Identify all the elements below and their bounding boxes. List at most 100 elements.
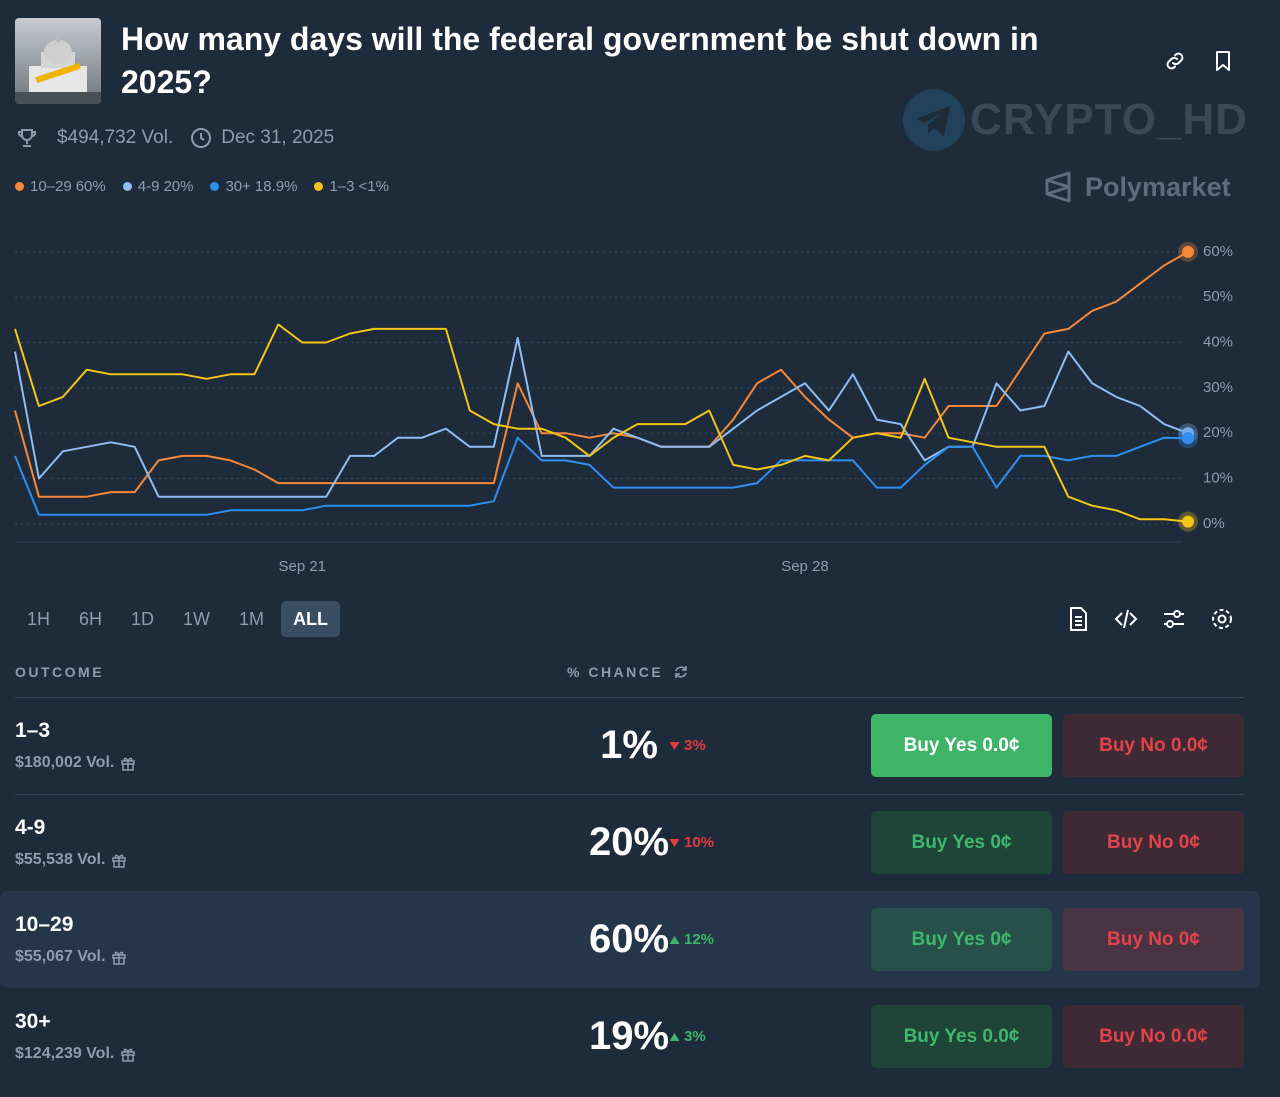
buy-no-button[interactable]: Buy No 0¢ — [1063, 811, 1244, 874]
legend-value: 20% — [163, 178, 194, 195]
outcome-chance: 1% — [600, 723, 658, 767]
outcome-volume-text: $180,002 Vol. — [15, 754, 115, 771]
legend-item: 30+ 18.9% — [210, 178, 297, 195]
trophy-icon — [17, 129, 37, 147]
time-range-tabs: 1H 6H 1D 1W 1M ALL — [15, 601, 345, 637]
outcome-change-text: 3% — [684, 1028, 706, 1045]
outcome-row: 30+ $124,239 Vol. 19% 3% Buy Yes 0.0¢ Buy No … — [0, 988, 1260, 1085]
brand: Polymarket — [1043, 170, 1231, 204]
gift-icon — [121, 1048, 136, 1062]
outcome-name: 4-9 — [15, 816, 46, 839]
outcome-name: 1–3 — [15, 719, 51, 742]
settings-icon[interactable] — [1210, 606, 1234, 632]
document-icon[interactable] — [1066, 606, 1090, 632]
y-tick-label: 30% — [1203, 379, 1233, 396]
outcome-volume: $55,538 Vol. — [15, 851, 127, 869]
outcome-row: 4-9 $55,538 Vol. 20% 10% Buy Yes 0¢ Buy No 0¢ — [0, 794, 1260, 891]
legend-item: 1–3 <1% — [314, 178, 389, 195]
chart: 0% 10% 20% 30% 40% 50% 60% Sep 21 Sep 28 — [14, 241, 1233, 575]
series-line — [14, 436, 1189, 516]
refresh-icon[interactable] — [673, 664, 689, 680]
time-range-button[interactable]: 1W — [183, 609, 211, 629]
legend-name: 4-9 — [137, 178, 160, 195]
end-dot — [1182, 245, 1194, 258]
y-tick-label: 10% — [1203, 470, 1233, 487]
x-tick-label: Sep 28 — [781, 558, 829, 575]
outcome-change: 12% — [669, 931, 714, 948]
y-tick-label: 0% — [1203, 515, 1225, 532]
series-line — [14, 337, 1189, 498]
y-tick-label: 50% — [1203, 288, 1233, 305]
market-title: How many days will the federal governmen… — [121, 21, 1039, 100]
time-range-button[interactable]: ALL — [281, 601, 341, 637]
series-line — [14, 323, 1189, 523]
outcome-name: 10–29 — [15, 913, 74, 936]
buy-yes-button[interactable]: Buy Yes 0.0¢ — [871, 714, 1052, 777]
outcome-change: 10% — [669, 834, 714, 851]
clock-icon — [191, 128, 212, 148]
outcome-change-text: 3% — [684, 737, 706, 754]
buy-no-button[interactable]: Buy No 0¢ — [1063, 908, 1244, 971]
outcome-chance: 20% — [588, 820, 670, 864]
y-tick-label: 60% — [1203, 243, 1233, 260]
gift-icon — [121, 757, 136, 771]
row-separator — [15, 794, 1244, 795]
gift-icon — [112, 854, 127, 868]
time-range-button[interactable]: 1M — [239, 609, 265, 629]
legend-name: 10–29 — [30, 178, 72, 195]
outcome-row: 10–29 $55,067 Vol. 60% 12% Buy Yes 0¢ Buy No … — [0, 891, 1260, 988]
outcome-volume-text: $55,067 Vol. — [15, 948, 106, 965]
watermark-text: CRYPTO_HD — [970, 95, 1248, 144]
outcome-volume: $55,067 Vol. — [15, 948, 127, 966]
end-dot — [1182, 432, 1194, 445]
market-end-date: Dec 31, 2025 — [221, 127, 335, 148]
legend-swatch — [210, 182, 220, 191]
capitol-image — [15, 32, 101, 104]
time-range-button[interactable]: 1H — [27, 609, 51, 629]
chart-tools — [1066, 606, 1234, 632]
buy-yes-button[interactable]: Buy Yes 0¢ — [871, 811, 1052, 874]
legend-item: 4-9 20% — [122, 178, 194, 195]
buy-yes-button[interactable]: Buy Yes 0¢ — [871, 908, 1052, 971]
chance-header: % CHANCE — [567, 664, 689, 680]
row-separator — [15, 697, 1244, 698]
outcome-header: OUTCOME — [15, 664, 105, 680]
buy-no-button[interactable]: Buy No 0.0¢ — [1063, 714, 1244, 777]
outcome-volume: $180,002 Vol. — [15, 754, 136, 772]
market-thumbnail — [15, 18, 101, 104]
legend-value: <1% — [358, 178, 389, 195]
filter-icon[interactable] — [1162, 606, 1186, 632]
brand-name: Polymarket — [1085, 171, 1231, 202]
up-arrow — [669, 1032, 680, 1041]
y-tick-label: 40% — [1203, 334, 1233, 351]
legend-value: 60% — [75, 178, 106, 195]
outcome-change: 3% — [669, 1028, 706, 1045]
time-range-button[interactable]: 1D — [131, 609, 155, 629]
telegram-logo — [903, 89, 965, 151]
embed-icon[interactable] — [1114, 606, 1138, 632]
up-arrow — [669, 935, 680, 944]
outcome-volume-text: $124,239 Vol. — [15, 1045, 115, 1062]
outcome-volume: $124,239 Vol. — [15, 1045, 136, 1063]
buy-no-button[interactable]: Buy No 0.0¢ — [1063, 1005, 1244, 1068]
outcome-name: 30+ — [15, 1010, 51, 1033]
legend-swatch — [122, 182, 132, 191]
outcome-change-text: 12% — [684, 931, 715, 948]
chance-header-text: % CHANCE — [567, 664, 664, 680]
time-range-button[interactable]: 6H — [79, 609, 103, 629]
outcome-chance: 19% — [588, 1014, 670, 1058]
outcome-change-text: 10% — [684, 834, 715, 851]
bookmark-button[interactable] — [1211, 49, 1235, 73]
legend-name: 1–3 — [329, 178, 355, 195]
brand-logo — [1045, 171, 1071, 203]
buy-yes-button[interactable]: Buy Yes 0.0¢ — [871, 1005, 1052, 1068]
outcome-row: 1–3 $180,002 Vol. 1% 3% Buy Yes 0.0¢ Buy No 0… — [0, 697, 1260, 794]
link-button[interactable] — [1163, 49, 1187, 73]
watermark: CRYPTO_HD — [902, 88, 1248, 152]
market-meta: $494,732 Vol. Dec 31, 2025 — [15, 126, 334, 150]
legend-name: 30+ — [225, 178, 251, 195]
outcome-volume-text: $55,538 Vol. — [15, 851, 106, 868]
legend: 10–29 60% 4-9 20% 30+ 18.9% 1–3 <1% — [15, 178, 389, 195]
legend-swatch — [314, 182, 324, 191]
